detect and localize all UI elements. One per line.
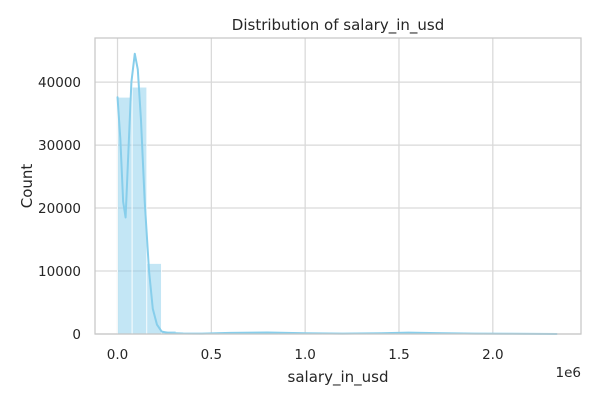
plot-frame bbox=[94, 37, 582, 335]
chart-title: Distribution of salary_in_usd bbox=[232, 16, 444, 35]
y-tick-label-1: 10000 bbox=[38, 264, 81, 280]
x-tick-label-2: 1.0 bbox=[294, 347, 315, 363]
y-tick-label-4: 40000 bbox=[38, 75, 81, 91]
x-axis-ticks: 0.0 0.5 1.0 1.5 2.0 bbox=[107, 347, 504, 363]
y-tick-label-0: 0 bbox=[72, 327, 81, 343]
plot-background bbox=[95, 38, 581, 334]
y-axis-ticks: 0 10000 20000 30000 40000 bbox=[38, 75, 81, 343]
x-tick-label-4: 2.0 bbox=[482, 347, 503, 363]
x-axis-label: salary_in_usd bbox=[288, 368, 389, 387]
y-tick-label-3: 30000 bbox=[38, 138, 81, 154]
x-tick-label-1: 0.5 bbox=[201, 347, 222, 363]
plot-border bbox=[94, 37, 582, 335]
y-axis-label: Count bbox=[18, 164, 36, 209]
y-tick-label-2: 20000 bbox=[38, 201, 81, 217]
x-axis-offset-label: 1e6 bbox=[556, 365, 581, 381]
density-curve bbox=[116, 52, 558, 335]
x-tick-label-0: 0.0 bbox=[107, 347, 128, 363]
x-tick-label-3: 1.5 bbox=[388, 347, 409, 363]
